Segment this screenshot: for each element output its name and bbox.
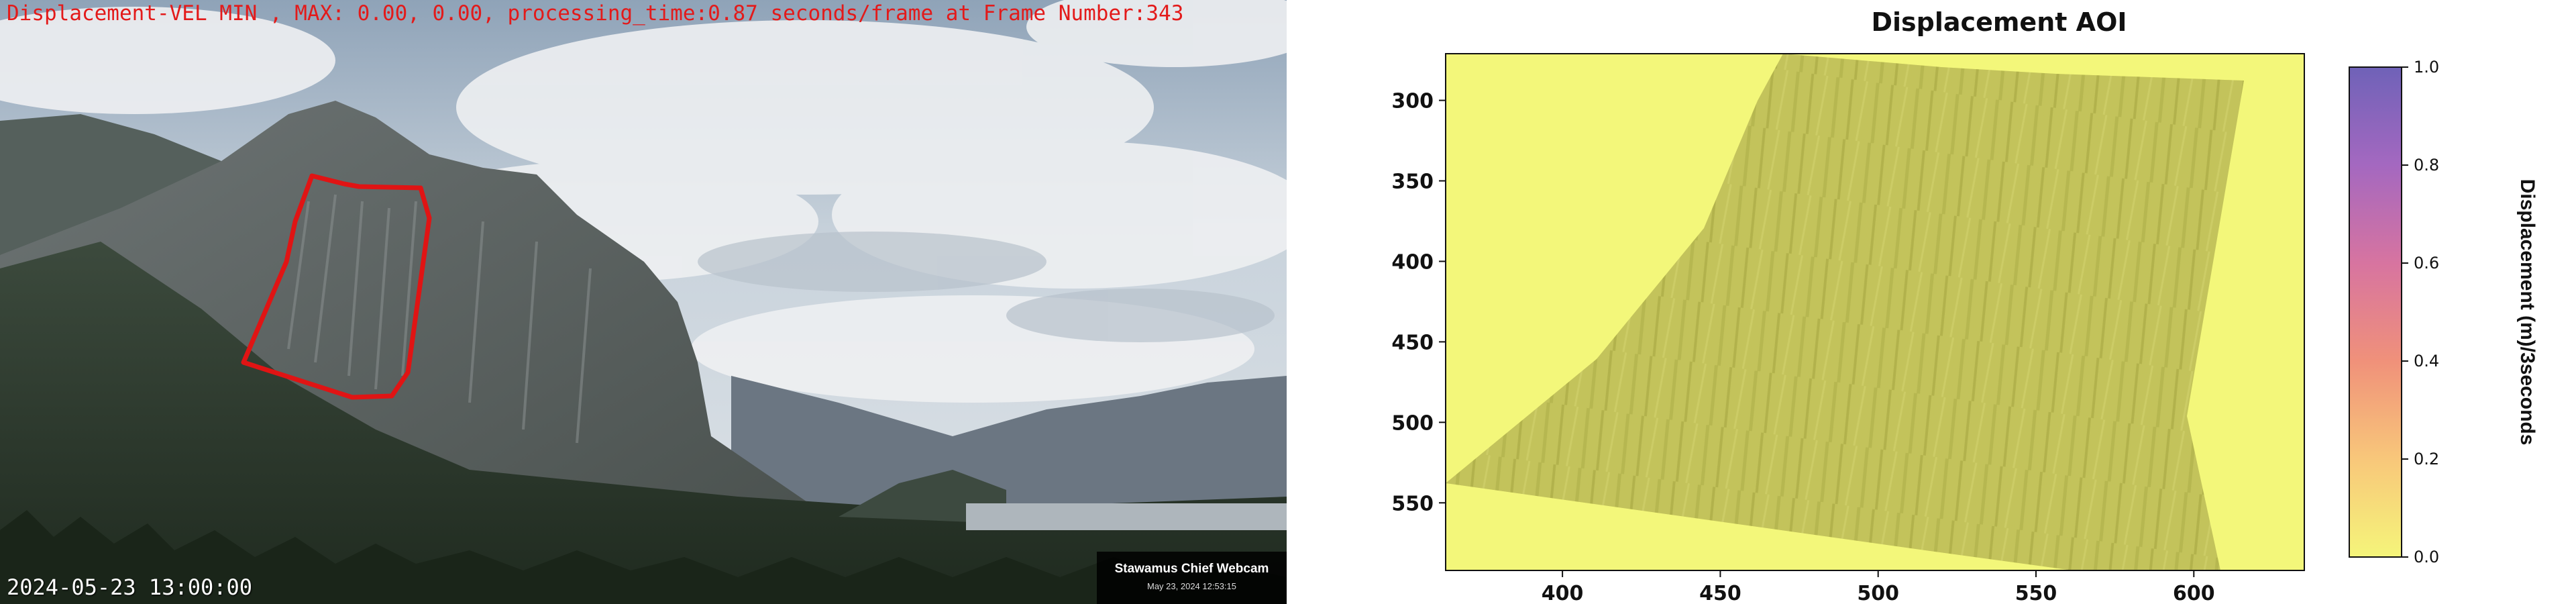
capture-timestamp: 2024-05-23 13:00:00 — [7, 574, 253, 600]
x-tick-label: 550 — [2015, 582, 2057, 604]
plot-title: Displacement AOI — [1871, 7, 2127, 37]
colorbar-axis: 0.0 0.2 0.4 0.6 0.8 1.0 — [2402, 58, 2439, 566]
distant-mountains — [731, 376, 1287, 510]
x-tick-label: 450 — [1699, 582, 1741, 604]
aoi-heatmap-region — [1446, 54, 2244, 570]
plot-frame — [1445, 53, 2305, 571]
processing-info-overlay: Displacement-VEL MIN , MAX: 0.00, 0.00, … — [7, 1, 1184, 26]
water — [966, 503, 1287, 530]
x-tick-label: 600 — [2173, 582, 2215, 604]
displacement-figure: Displacement AOI 400 450 500 550 600 300 350 4… — [1288, 0, 2576, 604]
watermark-date: May 23, 2024 12:53:15 — [1147, 581, 1236, 591]
colorbar-label: Displacement (m)/3seconds — [2516, 179, 2538, 446]
colorbar-tick-label: 0.4 — [2414, 352, 2439, 370]
x-tick-label: 400 — [1542, 582, 1584, 604]
y-tick-label: 350 — [1391, 170, 1434, 194]
clouds — [0, 0, 1287, 403]
x-axis: 400 450 500 550 600 — [1542, 570, 2215, 604]
colorbar — [2349, 66, 2402, 558]
displacement-plot-svg: Displacement AOI 400 450 500 550 600 300 350 4… — [1391, 7, 2538, 604]
aoi-outline — [241, 173, 432, 400]
webcam-watermark: Stawamus Chief Webcam May 23, 2024 12:53… — [1097, 552, 1287, 604]
y-tick-label: 300 — [1391, 90, 1434, 113]
watermark-title: Stawamus Chief Webcam — [1114, 562, 1269, 576]
y-tick-label: 550 — [1391, 492, 1434, 515]
webcam-scene — [0, 0, 1287, 604]
colorbar-tick-label: 0.8 — [2414, 156, 2439, 174]
y-tick-label: 450 — [1391, 331, 1434, 354]
y-axis: 300 350 400 450 500 550 — [1391, 90, 1446, 515]
colorbar-tick-label: 0.2 — [2414, 450, 2439, 468]
foreground-trees — [0, 510, 1287, 604]
y-tick-label: 500 — [1391, 411, 1434, 435]
y-tick-label: 400 — [1391, 250, 1434, 274]
colorbar-tick-label: 0.6 — [2414, 254, 2439, 272]
webcam-frame: Displacement-VEL MIN , MAX: 0.00, 0.00, … — [0, 0, 1287, 604]
colorbar-tick-label: 1.0 — [2414, 58, 2439, 77]
x-tick-label: 500 — [1857, 582, 1899, 604]
colorbar-tick-label: 0.0 — [2414, 548, 2439, 566]
